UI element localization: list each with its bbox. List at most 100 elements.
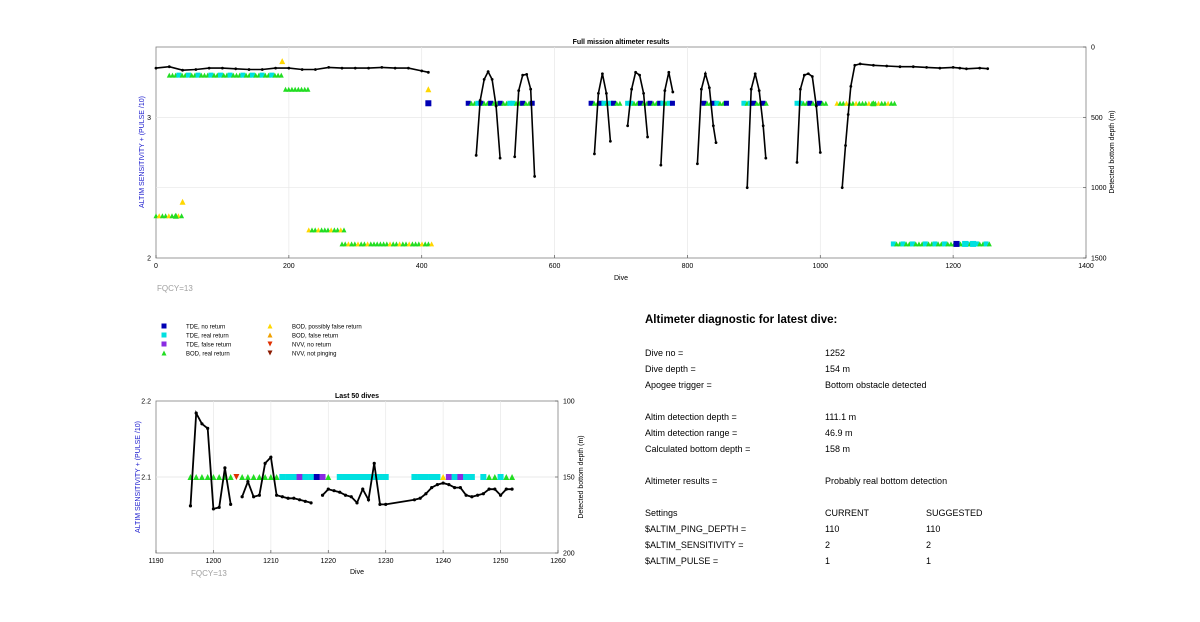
band-marker — [335, 227, 341, 233]
depth-point — [925, 65, 928, 69]
band-marker — [425, 241, 431, 247]
band-marker — [208, 72, 214, 78]
depth-point — [412, 498, 417, 502]
legend-marker — [267, 332, 273, 338]
band-marker — [413, 241, 419, 247]
band-marker — [262, 72, 268, 78]
diag-value: 1252 — [825, 348, 846, 358]
band-marker — [948, 241, 954, 247]
depth-point — [286, 496, 290, 500]
band-marker — [891, 100, 897, 106]
depth-point — [340, 66, 344, 70]
legend: TDE, no return TDE, real return TDE, false… — [161, 323, 362, 358]
depth-line — [475, 69, 501, 159]
depth-point — [482, 77, 486, 81]
depth-point — [634, 70, 638, 74]
diag-label: Altim detection depth = — [645, 412, 737, 422]
depth-point — [349, 495, 353, 499]
main-chart: 0 200 400 600 800 1000 1200 140023050010001500 … — [139, 39, 1116, 293]
status-marker — [422, 474, 429, 480]
depth-line — [513, 73, 536, 177]
band-marker — [292, 86, 298, 92]
band-marker — [422, 241, 428, 247]
depth-point — [663, 89, 667, 93]
status-marker — [285, 474, 292, 480]
depth-point — [207, 66, 211, 70]
depth-point — [818, 151, 822, 154]
depth-point — [380, 65, 384, 69]
x-tick-label: 1250 — [493, 558, 509, 565]
x-tick-label: 200 — [283, 263, 295, 270]
depth-line — [796, 72, 822, 163]
x-tick-label: 1190 — [148, 558, 163, 565]
status-marker — [279, 58, 286, 65]
status-marker — [267, 474, 274, 480]
small-chart-ticks: 1190 1200 1210 1220 1230 1240 1250 1260 2.1 2.2 10… — [141, 399, 575, 566]
band-marker — [763, 100, 769, 106]
status-marker — [425, 100, 432, 107]
band-marker — [866, 100, 872, 106]
depth-point — [510, 487, 514, 491]
depth-point — [453, 486, 457, 490]
depth-point — [951, 65, 955, 69]
band-marker — [717, 100, 723, 106]
band-marker — [358, 241, 364, 247]
depth-point — [275, 493, 279, 497]
x-tick-label: 1240 — [435, 558, 451, 565]
band-marker — [368, 241, 374, 247]
depth-point — [441, 481, 445, 485]
legend-label: TDE, false return — [186, 343, 231, 349]
band-marker — [657, 100, 663, 106]
depth-point — [221, 66, 224, 70]
depth-point — [814, 104, 818, 108]
depth-point — [274, 66, 277, 70]
depth-point — [332, 489, 336, 493]
status-marker — [491, 474, 498, 480]
band-marker — [302, 86, 308, 92]
band-marker — [349, 241, 355, 247]
status-marker — [250, 474, 257, 480]
status-marker — [244, 474, 251, 480]
depth-point — [798, 87, 802, 91]
band-marker — [750, 100, 756, 106]
depth-point — [806, 72, 810, 76]
band-marker — [406, 241, 412, 247]
x-tick-label: 0 — [154, 263, 158, 270]
status-marker — [325, 474, 332, 480]
status-marker — [308, 474, 315, 480]
depth-point — [361, 487, 365, 491]
band-marker — [189, 72, 195, 78]
depth-point — [646, 135, 649, 139]
depth-point — [217, 505, 221, 509]
depth-point — [604, 92, 608, 95]
y-left-tick-label: 2.1 — [141, 475, 151, 482]
depth-point — [846, 113, 850, 116]
depth-point — [911, 65, 915, 69]
band-marker — [631, 100, 637, 106]
band-marker — [319, 227, 325, 233]
band-marker — [278, 72, 284, 78]
band-marker — [591, 100, 597, 106]
depth-point — [601, 72, 604, 76]
depth-point — [853, 63, 857, 67]
depth-point — [745, 186, 749, 190]
status-marker — [290, 474, 297, 480]
band-marker — [289, 86, 295, 92]
band-marker — [820, 100, 826, 106]
band-marker — [660, 100, 666, 106]
settings-header-current: CURRENT — [825, 508, 869, 518]
band-marker — [195, 72, 201, 78]
band-marker — [390, 241, 396, 247]
y-right-tick-label: 100 — [563, 399, 575, 406]
legend-marker — [267, 341, 273, 347]
depth-point — [260, 68, 264, 71]
depth-point — [840, 186, 844, 190]
x-tick-label: 600 — [549, 263, 561, 270]
band-marker — [259, 72, 265, 78]
legend-marker — [161, 341, 167, 347]
band-marker — [325, 227, 331, 233]
depth-point — [858, 62, 862, 66]
depth-point — [476, 493, 480, 497]
status-marker — [953, 240, 960, 247]
